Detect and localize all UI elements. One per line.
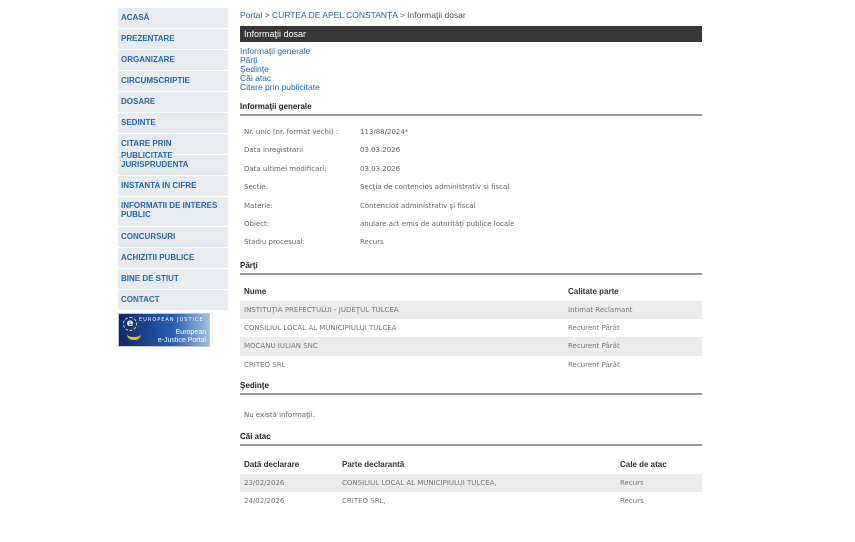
page-title: Informaţii dosar <box>240 26 702 42</box>
e-justice-portal-banner[interactable]: e EUROPEAN JUSTICE European e-Justice Por… <box>118 313 210 347</box>
column-header: Cale de atac <box>620 460 667 470</box>
banner-text: European e-Justice Portal <box>158 329 206 345</box>
banner-line2: e-Justice Portal <box>157 337 206 344</box>
info-value: Contencios administrativ şi fiscal <box>360 201 476 210</box>
table-row: CONSILIUL LOCAL AL MUNICIPIULUI TULCEA Re… <box>240 319 702 337</box>
e-justice-logo-icon: e <box>123 317 137 331</box>
info-label: Nr. unic (nr. format vechi) : <box>244 128 339 136</box>
section-heading-cai-atac: Căi atac <box>240 432 702 446</box>
nav-bine-de-stiut[interactable]: BINE DE STIUT <box>118 269 228 289</box>
nav-instanta-in-cifre[interactable]: INSTANTA IN CIFRE <box>118 176 228 196</box>
scale-icon <box>127 334 141 340</box>
general-info: Nr. unic (nr. format vechi) : 113/88/2024… <box>240 128 702 257</box>
info-value: Recurs <box>360 238 384 247</box>
info-value: Secţia de contencios administrativ si fi… <box>360 183 510 192</box>
info-label: Sectie: <box>244 183 268 192</box>
nav-jurisprudenta[interactable]: JURISPRUDENTA <box>118 155 228 175</box>
table-row: 23/02/2026 CONSILIUL LOCAL AL MUNICIPIULU… <box>240 473 702 493</box>
appeal-type: Recurs <box>620 497 644 506</box>
party-name: CRITEO SRL <box>244 360 286 369</box>
breadcrumb-portal[interactable]: Portal <box>240 10 263 20</box>
appeal-type: Recurs <box>616 473 702 493</box>
toc-cai-atac[interactable]: Căi atac <box>240 73 272 83</box>
nav-informatii-interes-public[interactable]: INFORMATII DE INTERES PUBLIC <box>118 197 228 226</box>
section-heading-general: Informaţii generale <box>240 102 702 116</box>
table-row: MOCANU IULIAN SNC Recurent Pârât <box>240 337 702 356</box>
section-heading-sedinte: Şedinţe <box>240 381 702 395</box>
party-name: INSTITUŢIA PREFECTULUI - JUDEŢUL TULCEA <box>240 300 564 320</box>
table-of-contents: Informaţii generale Părţi Şedinţe Căi at… <box>240 47 702 92</box>
info-label: Stadiu procesual: <box>244 238 305 247</box>
nav-achizitii[interactable]: ACHIZITII PUBLICE <box>118 248 228 268</box>
info-value: 03.03.2026 <box>360 164 401 173</box>
nav-prezentare[interactable]: PREZENTARE <box>118 29 228 49</box>
column-header: Dată declarare <box>244 460 300 470</box>
empty-message: Nu există informaţii. <box>244 410 315 419</box>
column-header: Calitate parte <box>568 287 619 297</box>
nav-organizare[interactable]: ORGANIZARE <box>118 50 228 70</box>
party-role: Intimat Reclamant <box>564 300 702 320</box>
toc-citare[interactable]: Citare prin publicitate <box>240 82 320 92</box>
party-name: MOCANU IULIAN SNC <box>240 337 564 356</box>
parti-table: Nume Calitate parte INSTITUŢIA PREFECTULU… <box>240 283 702 374</box>
nav-sedinte[interactable]: SEDINTE <box>118 113 228 133</box>
info-row: Nr. unic (nr. format vechi) : 113/88/2024… <box>240 128 702 146</box>
breadcrumb-court[interactable]: CURTEA DE APEL CONSTANŢA <box>271 10 398 20</box>
breadcrumb-current: Informaţii dosar <box>407 10 466 20</box>
section-heading-parti: Părţi <box>240 261 702 275</box>
info-row: Obiect: anulare act emis de autorităţi pu… <box>240 220 702 238</box>
breadcrumb: Portal > CURTEA DE APEL CONSTANŢA > Info… <box>240 10 702 24</box>
nav-dosare[interactable]: DOSARE <box>118 92 228 112</box>
table-row: INSTITUŢIA PREFECTULUI - JUDEŢUL TULCEA I… <box>240 300 702 320</box>
declaration-date: 24/02/2026 <box>244 497 285 506</box>
info-value: 113/88/2024* <box>360 128 409 136</box>
cai-atac-table: Dată declarare Parte declarantă Cale de at… <box>240 456 702 511</box>
info-row: Sectie: Secţia de contencios administrati… <box>240 183 702 201</box>
main-content: Portal > CURTEA DE APEL CONSTANŢA > Info… <box>240 10 702 511</box>
info-value: 03.03.2026 <box>360 146 401 155</box>
party-role: Recurent Pârât <box>568 324 620 333</box>
breadcrumb-sep: > <box>264 10 270 20</box>
declaring-party: CONSILIUL LOCAL AL MUNICIPIULUI TULCEA, <box>338 473 616 493</box>
column-header: Nume <box>244 287 267 297</box>
info-row: Data ultimei modificari: 03.03.2026 <box>240 165 702 183</box>
banner-line1: European <box>175 329 206 336</box>
info-label: Obiect: <box>244 219 270 228</box>
info-label: Materie: <box>244 201 273 210</box>
info-row: Data inregistrarii 03.03.2026 <box>240 146 702 164</box>
toc-informatii-generale[interactable]: Informaţii generale <box>240 46 311 56</box>
nav-citare[interactable]: CITARE PRIN PUBLICITATE <box>118 134 228 160</box>
toc-sedinte[interactable]: Şedinţe <box>240 64 269 74</box>
party-name: CONSILIUL LOCAL AL MUNICIPIULUI TULCEA <box>244 324 397 333</box>
table-row: 24/02/2026 CRITEO SRL, Recurs <box>240 492 702 510</box>
declaring-party: CRITEO SRL, <box>342 497 386 506</box>
nav-acasa[interactable]: ACASĂ <box>118 8 228 28</box>
banner-top: EUROPEAN JUSTICE <box>139 317 204 323</box>
nav-circumscriptie[interactable]: CIRCUMSCRIPTIE <box>118 71 228 91</box>
declaration-date: 23/02/2026 <box>240 473 338 493</box>
info-label: Data ultimei modificari: <box>244 164 327 173</box>
breadcrumb-sep: > <box>399 10 405 20</box>
info-label: Data inregistrarii <box>244 146 304 155</box>
sidebar: ACASĂ PREZENTARE ORGANIZARE CIRCUMSCRIPT… <box>118 8 228 347</box>
info-value: anulare act emis de autorităţi publice l… <box>360 219 515 228</box>
nav-concursuri[interactable]: CONCURSURI <box>118 227 228 247</box>
toc-parti[interactable]: Părţi <box>240 55 258 65</box>
nav-contact[interactable]: CONTACT <box>118 290 228 310</box>
info-row: Materie: Contencios administrativ şi fisc… <box>240 202 702 220</box>
column-header: Parte declarantă <box>342 460 405 470</box>
info-row: Stadiu procesual: Recurs <box>240 238 702 256</box>
party-role: Recurent Pârât <box>564 337 702 356</box>
table-row: CRITEO SRL Recurent Pârât <box>240 356 702 374</box>
party-role: Recurent Pârât <box>568 360 620 369</box>
